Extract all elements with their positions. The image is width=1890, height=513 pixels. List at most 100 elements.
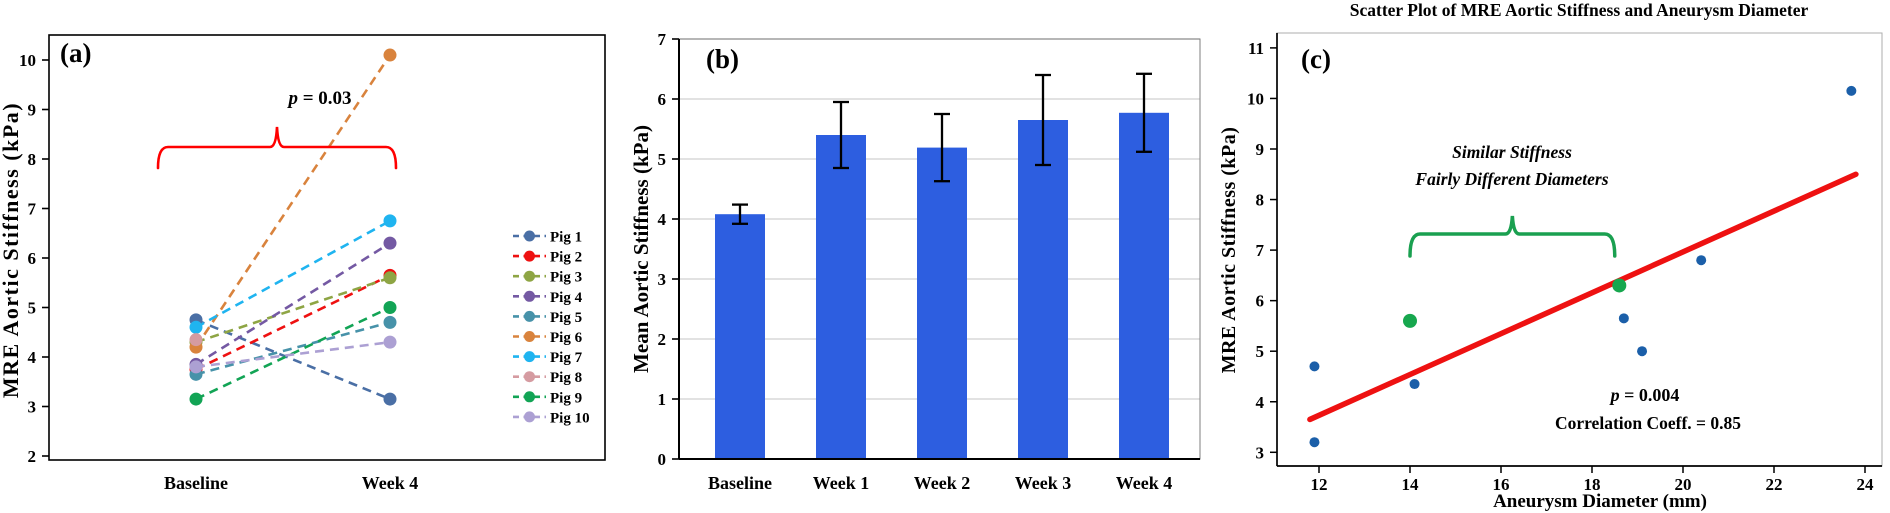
pig-marker-pig-7 — [383, 214, 397, 228]
panel-c-scatter-plot: 3 4 5 6 7 8 9 10 11 12 14 16 18 20 22 24 Scatter Plot of… — [1218, 0, 1883, 512]
y-tick-label: 3 — [28, 398, 37, 417]
error-bar — [1136, 72, 1152, 153]
y-tick-label: 2 — [28, 447, 37, 466]
scatter-point — [1409, 379, 1420, 390]
legend-marker — [524, 250, 535, 262]
legend-marker — [524, 391, 535, 403]
legend-marker — [524, 270, 535, 282]
bar-week-2 — [917, 147, 967, 459]
scatter-points-highlighted — [1403, 278, 1627, 328]
x-category-label: Week 2 — [914, 473, 971, 493]
y-tick-label: 9 — [28, 101, 37, 120]
y-tick-label: 10 — [1247, 89, 1264, 108]
error-bar — [732, 203, 748, 225]
legend-label: Pig 5 — [550, 310, 582, 326]
legend-item-pig-2: Pig 2 — [513, 250, 582, 266]
legend: Pig 1 Pig 2 Pig 3 Pig 4 Pig 5 Pig 6 Pig 7 Pig 8… — [513, 230, 590, 426]
legend-label: Pig 10 — [550, 410, 590, 426]
bar-week-4 — [1119, 112, 1169, 460]
x-category-label: Baseline — [164, 473, 228, 493]
x-tick-label: 20 — [1675, 475, 1692, 494]
y-tick-label: 7 — [658, 30, 667, 49]
pig-marker-pig-10 — [189, 360, 203, 374]
y-axis-title: MRE Aortic Stiffness (kPa) — [1218, 127, 1240, 374]
y-tick-label: 4 — [658, 210, 667, 229]
pig-line-pig-7 — [195, 219, 391, 329]
scatter-point — [1309, 437, 1320, 448]
legend-label: Pig 2 — [550, 250, 582, 266]
x-tick-label: 12 — [1311, 475, 1328, 494]
legend-item-pig-5: Pig 5 — [513, 310, 582, 326]
legend-label: Pig 1 — [550, 230, 582, 246]
scatter-point — [1618, 313, 1629, 324]
panel-a-line-chart: 2 3 4 5 6 7 8 9 10 MRE Aortic Stiffness (kPa) Base… — [0, 34, 606, 493]
panel-letter: (a) — [60, 38, 91, 68]
x-tick-label: 24 — [1857, 475, 1875, 494]
scatter-points-blue — [1309, 85, 1857, 448]
y-axis-ticks: 0 1 2 3 4 5 6 7 — [658, 30, 679, 469]
y-axis-ticks: 3 4 5 6 7 8 9 10 11 — [1247, 39, 1277, 462]
bar-week-3 — [1018, 120, 1068, 459]
y-tick-label: 5 — [658, 150, 667, 169]
y-tick-label: 8 — [1256, 191, 1265, 210]
y-tick-label: 3 — [1256, 443, 1265, 462]
plot-border — [1276, 32, 1883, 467]
legend-label: Pig 4 — [550, 290, 583, 306]
pig-marker-pig-6 — [383, 48, 397, 62]
scatter-point — [1846, 85, 1857, 96]
y-tick-label: 11 — [1248, 39, 1264, 58]
panel-b-bar-chart: 0 1 2 3 4 5 6 7 Mean Aortic Stiffness (kPa) Basel… — [630, 30, 1201, 493]
pig-line-pig-6 — [194, 54, 392, 348]
legend-marker — [524, 310, 535, 322]
x-category-label: Week 1 — [813, 473, 870, 493]
legend-item-pig-6: Pig 6 — [513, 330, 583, 346]
pig-marker-pig-10 — [383, 335, 397, 349]
y-axis-title: MRE Aortic Stiffness (kPa) — [0, 102, 23, 398]
pig-line-pig-5 — [195, 321, 391, 376]
scatter-point-highlighted — [1403, 313, 1417, 328]
significance-bracket — [156, 126, 398, 170]
annotation-line1: Similar Stiffness — [1452, 142, 1572, 162]
scatter-point-highlighted — [1612, 278, 1627, 293]
y-tick-label: 7 — [28, 200, 37, 219]
y-tick-label: 1 — [658, 390, 667, 409]
y-tick-label: 7 — [1256, 241, 1265, 260]
x-category-label: Week 3 — [1015, 473, 1072, 493]
pig-line-pig-2 — [195, 274, 391, 371]
pig-marker-pig-7 — [189, 320, 203, 334]
y-tick-label: 6 — [1256, 292, 1265, 311]
x-tick-label: 16 — [1493, 475, 1510, 494]
y-tick-label: 4 — [28, 348, 37, 367]
pig-line-pig-3 — [195, 276, 391, 344]
bar-baseline — [715, 214, 765, 459]
legend-item-pig-7: Pig 7 — [513, 350, 583, 366]
legend-item-pig-3: Pig 3 — [513, 270, 582, 286]
pig-marker-pig-9 — [383, 301, 397, 314]
legend-marker — [524, 331, 535, 342]
legend-marker — [524, 411, 535, 423]
highlight-bracket — [1408, 215, 1617, 258]
scatter-point — [1696, 255, 1707, 266]
pig-marker-pig-8 — [189, 333, 203, 347]
y-tick-label: 5 — [28, 299, 37, 318]
legend-item-pig-10: Pig 10 — [513, 410, 590, 426]
pig-marker-pig-4 — [383, 236, 397, 250]
scatter-point — [1309, 361, 1320, 372]
legend-label: Pig 3 — [550, 270, 582, 286]
p-value-label: p = 0.004 — [1609, 385, 1680, 405]
legend-marker — [524, 290, 535, 302]
scatter-point — [1637, 346, 1648, 357]
legend-item-pig-4: Pig 4 — [513, 290, 583, 306]
error-bar — [934, 112, 950, 183]
y-axis-ticks: 2 3 4 5 6 7 8 9 10 — [19, 51, 49, 466]
panel-letter: (b) — [706, 44, 739, 74]
legend-marker — [524, 351, 535, 363]
y-tick-label: 4 — [1256, 393, 1265, 412]
x-category-label: Week 4 — [1116, 473, 1173, 493]
y-tick-label: 6 — [28, 249, 37, 268]
legend-label: Pig 8 — [550, 370, 582, 386]
legend-item-pig-8: Pig 8 — [513, 370, 582, 386]
pig-marker-pig-5 — [383, 315, 397, 329]
legend-marker — [524, 371, 535, 383]
